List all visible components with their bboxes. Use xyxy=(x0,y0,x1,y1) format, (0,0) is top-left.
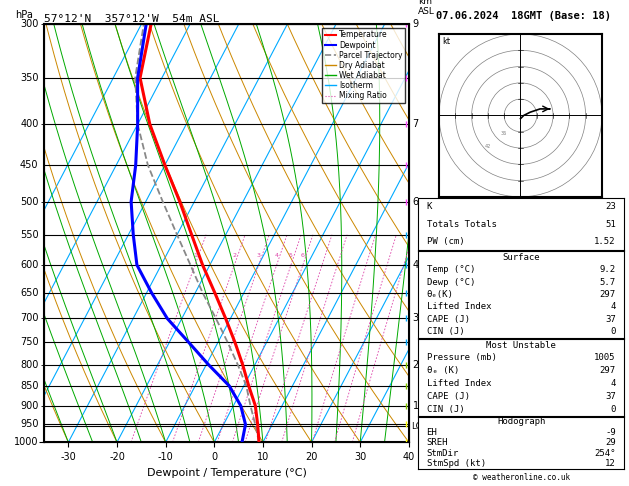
Text: 800: 800 xyxy=(20,360,38,370)
Text: -9: -9 xyxy=(605,428,616,437)
Text: hPa: hPa xyxy=(15,10,33,20)
Text: 37: 37 xyxy=(605,392,616,401)
Text: 3: 3 xyxy=(413,313,419,324)
Text: 350: 350 xyxy=(20,73,38,83)
Text: 2: 2 xyxy=(232,253,237,258)
Text: 57°12'N  357°12'W  54m ASL: 57°12'N 357°12'W 54m ASL xyxy=(44,14,220,23)
Text: EH: EH xyxy=(426,428,437,437)
Text: PW (cm): PW (cm) xyxy=(426,237,464,246)
Text: StmDir: StmDir xyxy=(426,449,459,458)
Text: Temp (°C): Temp (°C) xyxy=(426,265,475,274)
Text: 42: 42 xyxy=(485,144,491,149)
Text: CIN (J): CIN (J) xyxy=(426,405,464,414)
Text: Dewp (°C): Dewp (°C) xyxy=(426,278,475,287)
Text: 700: 700 xyxy=(20,313,38,324)
Text: © weatheronline.co.uk: © weatheronline.co.uk xyxy=(472,473,570,482)
Text: 750: 750 xyxy=(20,337,38,347)
Text: 297: 297 xyxy=(599,290,616,299)
Text: 07.06.2024  18GMT (Base: 18): 07.06.2024 18GMT (Base: 18) xyxy=(436,11,611,21)
Text: 550: 550 xyxy=(20,230,38,240)
Text: Totals Totals: Totals Totals xyxy=(426,220,496,228)
Text: 0: 0 xyxy=(610,327,616,336)
Text: 4: 4 xyxy=(275,253,279,258)
Text: K: K xyxy=(426,202,432,211)
Text: θₑ (K): θₑ (K) xyxy=(426,366,459,375)
Text: 254°: 254° xyxy=(594,449,616,458)
Text: 1: 1 xyxy=(193,253,197,258)
Text: 1000: 1000 xyxy=(14,437,38,447)
Text: 950: 950 xyxy=(20,419,38,430)
Text: 12: 12 xyxy=(605,459,616,468)
Text: 1: 1 xyxy=(413,400,419,411)
Text: Pressure (mb): Pressure (mb) xyxy=(426,353,496,363)
Text: km
ASL: km ASL xyxy=(418,0,435,16)
Text: 600: 600 xyxy=(20,260,38,270)
Text: 850: 850 xyxy=(20,381,38,391)
Text: 400: 400 xyxy=(20,119,38,129)
Text: 6: 6 xyxy=(413,197,419,207)
Text: SREH: SREH xyxy=(426,438,448,447)
Text: Hodograph: Hodograph xyxy=(497,417,545,426)
Text: 9: 9 xyxy=(413,19,419,29)
Text: 300: 300 xyxy=(20,19,38,29)
Text: 4: 4 xyxy=(610,379,616,388)
Text: 650: 650 xyxy=(20,288,38,298)
Text: 2: 2 xyxy=(413,360,419,370)
Text: 7: 7 xyxy=(413,119,419,129)
Text: Lifted Index: Lifted Index xyxy=(426,379,491,388)
Text: 0: 0 xyxy=(610,405,616,414)
Text: 6: 6 xyxy=(301,253,305,258)
Text: 500: 500 xyxy=(20,197,38,207)
Text: StmSpd (kt): StmSpd (kt) xyxy=(426,459,486,468)
Text: 29: 29 xyxy=(605,438,616,447)
Text: CIN (J): CIN (J) xyxy=(426,327,464,336)
X-axis label: Dewpoint / Temperature (°C): Dewpoint / Temperature (°C) xyxy=(147,468,306,478)
Text: 9.2: 9.2 xyxy=(599,265,616,274)
Text: 900: 900 xyxy=(20,400,38,411)
Text: LCL: LCL xyxy=(411,422,426,431)
Text: 1.52: 1.52 xyxy=(594,237,616,246)
Text: Surface: Surface xyxy=(503,253,540,262)
Text: CAPE (J): CAPE (J) xyxy=(426,392,469,401)
Text: kt: kt xyxy=(442,37,450,46)
Text: 4: 4 xyxy=(610,302,616,312)
Text: 3: 3 xyxy=(257,253,261,258)
Text: 1005: 1005 xyxy=(594,353,616,363)
Text: 23: 23 xyxy=(605,202,616,211)
Text: 5: 5 xyxy=(289,253,293,258)
Text: 5.7: 5.7 xyxy=(599,278,616,287)
Text: 4: 4 xyxy=(413,260,419,270)
Text: Lifted Index: Lifted Index xyxy=(426,302,491,312)
Text: 36: 36 xyxy=(501,131,507,136)
Text: 450: 450 xyxy=(20,160,38,170)
Text: CAPE (J): CAPE (J) xyxy=(426,315,469,324)
Text: 297: 297 xyxy=(599,366,616,375)
Legend: Temperature, Dewpoint, Parcel Trajectory, Dry Adiabat, Wet Adiabat, Isotherm, Mi: Temperature, Dewpoint, Parcel Trajectory… xyxy=(323,28,405,103)
Text: Most Unstable: Most Unstable xyxy=(486,341,556,349)
Text: θₑ(K): θₑ(K) xyxy=(426,290,454,299)
Text: 51: 51 xyxy=(605,220,616,228)
Text: Mixing Ratio (g/kg): Mixing Ratio (g/kg) xyxy=(448,191,457,276)
Text: 37: 37 xyxy=(605,315,616,324)
